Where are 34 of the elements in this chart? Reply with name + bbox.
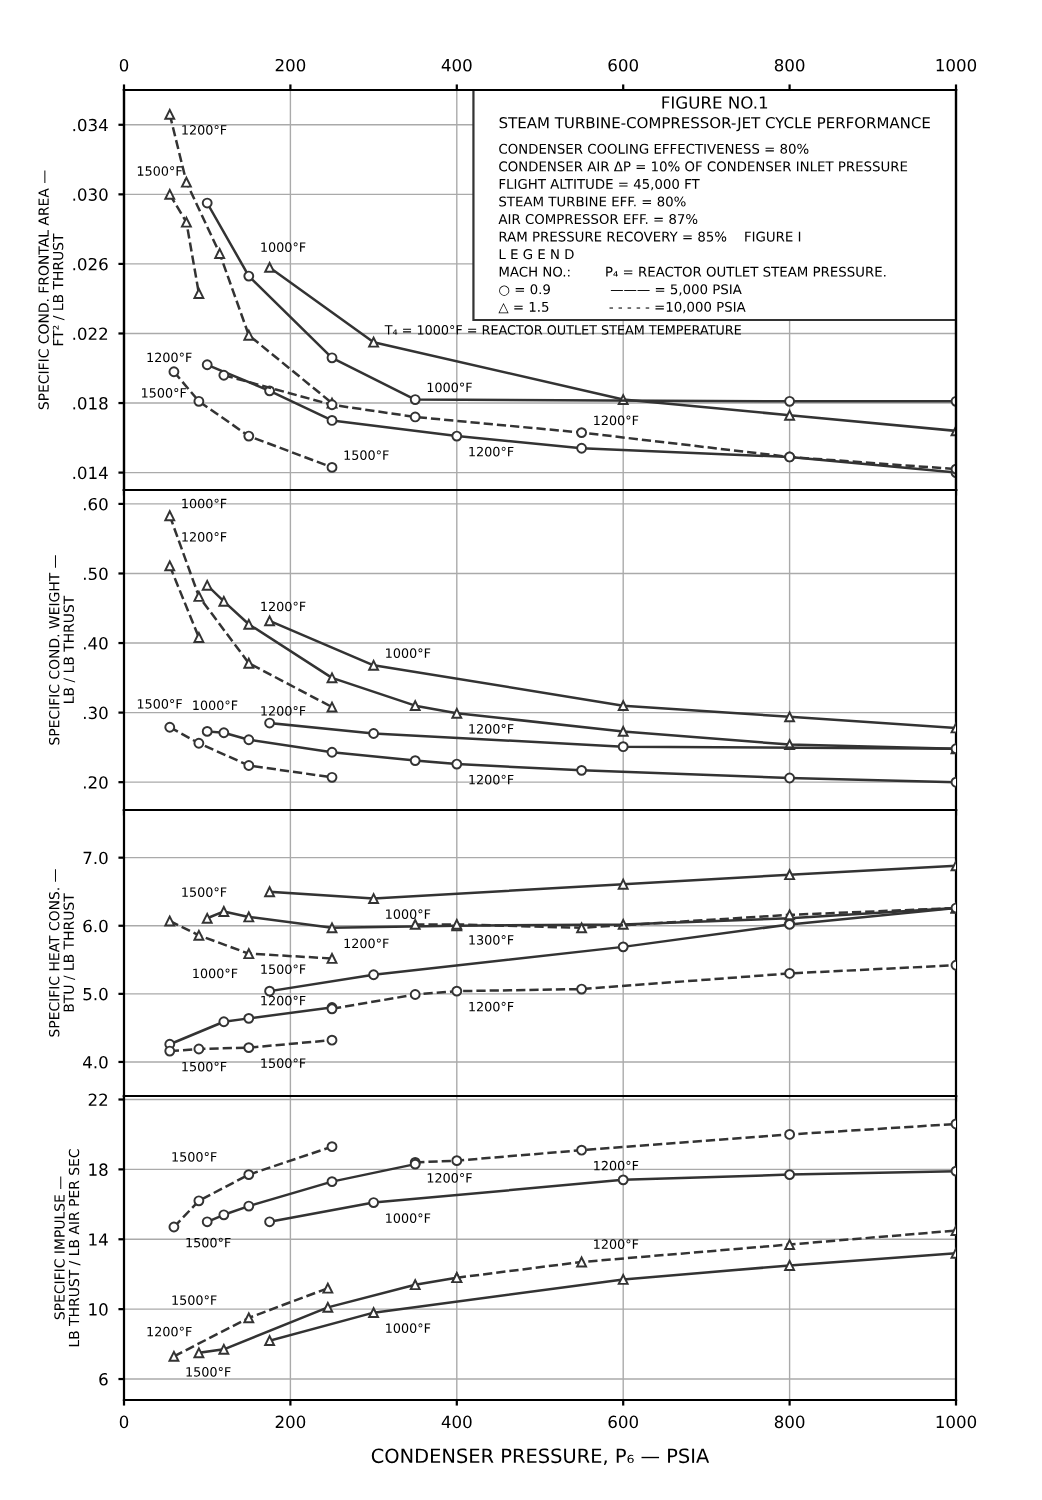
y-tick-label: 22 [88, 1093, 108, 1106]
x2-tick-label: 400 [441, 58, 472, 72]
x-tick-label: 200 [275, 1415, 306, 1429]
y-tick-label: .40 [84, 637, 108, 650]
y-tick-label: 18 [89, 1163, 108, 1176]
y-tick-label: .022 [73, 327, 108, 341]
x-tick-label: 800 [774, 1415, 805, 1429]
x2-tick-label: 200 [275, 58, 306, 72]
y-tick-label: 10 [89, 1303, 108, 1316]
y-tick-label: 7.0 [83, 851, 108, 865]
y-tick-label: .018 [73, 397, 108, 410]
y-tick-label: .60 [84, 497, 108, 511]
y-tick-label: .030 [73, 188, 108, 201]
y-tick-label: .026 [73, 257, 108, 271]
y-tick-label: 6 [99, 1373, 108, 1386]
y-tick-label: 4.0 [83, 1055, 108, 1069]
y-tick-label: 5.0 [83, 987, 108, 1001]
y-tick-label: .014 [73, 466, 108, 480]
y-tick-label: 14 [89, 1233, 108, 1246]
chart-subtitle: FIGURE NO.1 [662, 96, 768, 109]
y-tick-label: .30 [84, 706, 108, 720]
y-tick-label: 6.0 [83, 919, 108, 933]
y-tick-label: .034 [73, 118, 108, 132]
y-tick-label: .20 [84, 776, 108, 789]
x2-tick-label: 600 [608, 58, 638, 72]
x-tick-label: 0 [119, 1415, 129, 1429]
x-tick-label: 400 [441, 1415, 472, 1429]
x2-tick-label: 0 [119, 58, 129, 72]
x-tick-label: 1000 [936, 1415, 977, 1429]
x-tick-label: 600 [608, 1415, 638, 1429]
x2-tick-label: 1000 [936, 58, 977, 72]
x-axis-title: CONDENSER PRESSURE, P₆ — PSIA [371, 1448, 710, 1466]
x2-tick-label: 800 [774, 58, 805, 72]
y-tick-label: .50 [84, 567, 108, 581]
